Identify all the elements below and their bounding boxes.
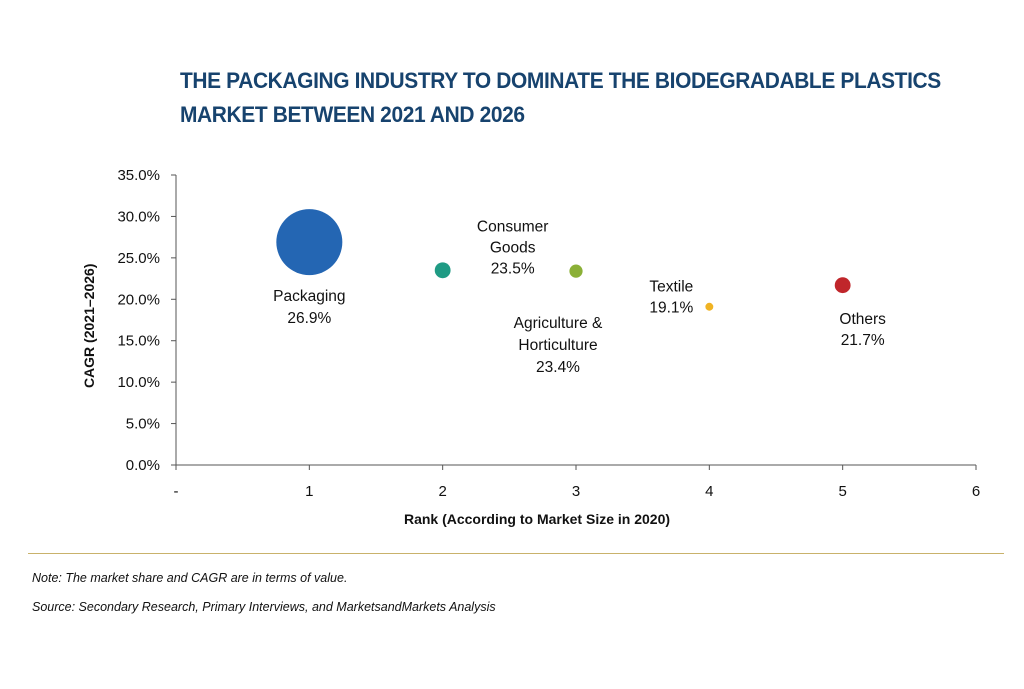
data-label-agriculture-horticulture: Agriculture &: [514, 315, 603, 332]
data-label-packaging: Packaging: [273, 288, 345, 305]
data-label-packaging: 26.9%: [287, 310, 331, 327]
data-label-agriculture-horticulture: Horticulture: [518, 337, 597, 354]
y-tick-label: 0.0%: [126, 457, 160, 474]
bubble-others: [834, 277, 851, 294]
footnote-note: Note: The market share and CAGR are in t…: [32, 571, 348, 585]
y-tick-label: 30.0%: [117, 208, 160, 225]
y-tick-label: 25.0%: [117, 250, 160, 267]
x-tick-label: 5: [838, 483, 846, 500]
data-label-consumer-goods: 23.5%: [491, 260, 535, 277]
x-tick-label: 1: [305, 483, 313, 500]
x-axis-title: Rank (According to Market Size in 2020): [404, 511, 670, 527]
chart-title: THE PACKAGING INDUSTRY TO DOMINATE THE B…: [180, 64, 941, 132]
bubble-packaging: [276, 209, 343, 276]
x-tick-label: 3: [572, 483, 580, 500]
data-label-textile: Textile: [649, 279, 693, 296]
y-axis-title: CAGR (2021–2026): [81, 264, 97, 389]
x-tick-label: 4: [705, 483, 713, 500]
y-tick-label: 35.0%: [117, 167, 160, 184]
bubble-agriculture-horticulture: [569, 264, 583, 278]
footnote-source: Source: Secondary Research, Primary Inte…: [32, 600, 496, 614]
chart-title-line-2: MARKET BETWEEN 2021 AND 2026: [180, 102, 525, 127]
bubble-textile: [705, 302, 714, 311]
x-tick-label: -: [174, 483, 179, 500]
y-tick-label: 10.0%: [117, 374, 160, 391]
data-label-consumer-goods: Goods: [490, 239, 536, 256]
data-label-others: Others: [839, 311, 886, 328]
chart-title-line-1: THE PACKAGING INDUSTRY TO DOMINATE THE B…: [180, 68, 941, 93]
data-label-consumer-goods: Consumer: [477, 218, 549, 235]
y-tick-label: 5.0%: [126, 416, 160, 433]
data-label-others: 21.7%: [841, 332, 885, 349]
x-tick-label: 2: [438, 483, 446, 500]
bubble-consumer-goods: [434, 262, 451, 279]
y-tick-label: 20.0%: [117, 291, 160, 308]
footer-divider: [28, 553, 1004, 554]
data-label-agriculture-horticulture: 23.4%: [536, 359, 580, 376]
y-tick-label: 15.0%: [117, 333, 160, 350]
x-tick-label: 6: [972, 483, 980, 500]
data-label-textile: 19.1%: [649, 300, 693, 317]
